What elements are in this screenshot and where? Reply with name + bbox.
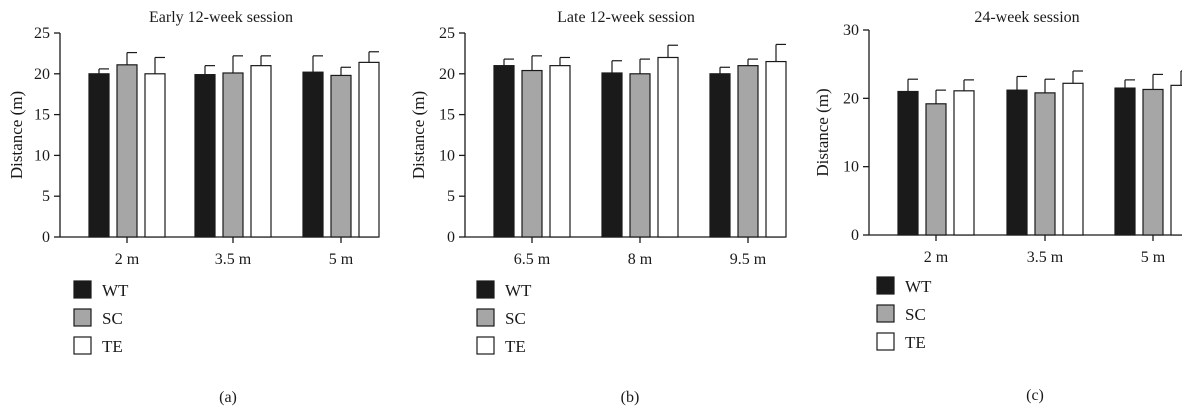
chart-panel-3: 24-week session Distance (m) 0 10 20 30 2 m 3.5… — [813, 9, 1182, 404]
y-tick-label: 15 — [34, 107, 50, 124]
bar-wt — [709, 73, 731, 238]
bar-te — [549, 65, 571, 238]
legend-swatch-sc — [476, 308, 495, 327]
y-tick-label: 5 — [447, 188, 455, 205]
x-tick-label: 8 m — [628, 251, 653, 268]
legend-label-wt: WT — [905, 277, 932, 296]
y-tick-label: 0 — [851, 227, 859, 244]
bar-sc — [629, 73, 651, 238]
bar-te — [1170, 84, 1182, 236]
y-tick-label: 25 — [439, 25, 455, 42]
legend-label-sc: SC — [905, 305, 926, 324]
legend-swatch-sc — [876, 304, 895, 323]
y-tick-label: 10 — [34, 147, 50, 164]
y-tick-label: 20 — [843, 90, 859, 107]
y-axis-label: Distance (m) — [7, 91, 26, 179]
legend-swatch-sc — [73, 308, 92, 327]
legend-label-te: TE — [102, 337, 123, 356]
y-tick-label: 20 — [34, 66, 50, 83]
bar-te — [250, 65, 272, 238]
bar-sc — [330, 74, 352, 238]
panel-label: (a) — [219, 389, 237, 406]
legend-swatch-wt — [476, 280, 495, 299]
legend-label-wt: WT — [102, 281, 129, 300]
x-tick-label: 5 m — [1141, 249, 1166, 266]
y-tick-label: 20 — [439, 66, 455, 83]
x-tick-label: 3.5 m — [215, 251, 252, 268]
legend-label-wt: WT — [505, 281, 532, 300]
bar-sc — [222, 72, 244, 238]
bar-sc — [521, 69, 543, 238]
panel-label: (b) — [621, 389, 640, 406]
legend-swatch-te — [476, 336, 495, 355]
legend-swatch-te — [876, 332, 895, 351]
bar-te — [657, 56, 679, 238]
bar-te — [765, 60, 787, 238]
y-tick-label: 15 — [439, 107, 455, 124]
x-tick-label: 6.5 m — [514, 251, 551, 268]
x-tick-label: 9.5 m — [730, 251, 767, 268]
bar-sc — [925, 103, 947, 236]
bar-te — [1062, 82, 1084, 236]
bar-wt — [302, 71, 324, 238]
bar-sc — [737, 65, 759, 238]
bar-wt — [1006, 89, 1028, 236]
bar-te — [953, 90, 975, 236]
bar-wt — [897, 90, 919, 236]
chart-panel-1: Early 12-week session Distance (m) 0 5 10 15 2… — [7, 9, 380, 406]
x-tick-label: 2 m — [115, 251, 140, 268]
chart-title: Late 12-week session — [557, 9, 695, 26]
bar-wt — [493, 65, 515, 238]
legend-swatch-wt — [73, 280, 92, 299]
y-tick-label: 0 — [447, 229, 455, 246]
bar-wt — [601, 72, 623, 238]
bar-sc — [1142, 88, 1164, 236]
y-axis-label: Distance (m) — [813, 88, 832, 176]
x-tick-label: 5 m — [329, 251, 354, 268]
legend-swatch-wt — [876, 276, 895, 295]
chart-panel-2: Late 12-week session Distance (m) 0 5 10 15 20… — [409, 9, 787, 406]
bar-te — [358, 61, 380, 238]
panel-label: (c) — [1026, 387, 1044, 404]
y-tick-label: 25 — [34, 25, 50, 42]
legend-label-te: TE — [905, 333, 926, 352]
y-tick-label: 5 — [42, 188, 50, 205]
x-tick-label: 3.5 m — [1027, 249, 1064, 266]
legend-label-te: TE — [505, 337, 526, 356]
bar-wt — [194, 74, 216, 238]
bar-wt — [88, 73, 110, 238]
bar-te — [144, 73, 166, 238]
chart-title: Early 12-week session — [149, 9, 293, 26]
chart-title: 24-week session — [974, 9, 1079, 26]
bar-sc — [116, 64, 138, 238]
y-tick-label: 10 — [843, 159, 859, 176]
x-tick-label: 2 m — [924, 249, 949, 266]
y-axis-label: Distance (m) — [409, 91, 428, 179]
y-tick-label: 30 — [843, 22, 859, 39]
y-tick-label: 10 — [439, 147, 455, 164]
bar-wt — [1114, 87, 1136, 236]
y-tick-label: 0 — [42, 229, 50, 246]
legend-swatch-te — [73, 336, 92, 355]
legend-label-sc: SC — [102, 309, 123, 328]
bar-sc — [1034, 92, 1056, 236]
legend-label-sc: SC — [505, 309, 526, 328]
